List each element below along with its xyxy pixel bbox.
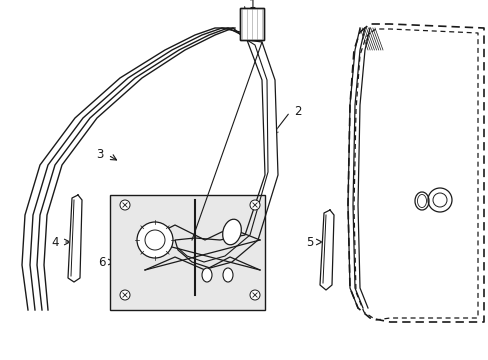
- Polygon shape: [175, 40, 278, 268]
- Ellipse shape: [223, 268, 232, 282]
- Text: 5: 5: [305, 235, 313, 248]
- Circle shape: [249, 200, 260, 210]
- Bar: [240, 8, 264, 40]
- Circle shape: [120, 200, 130, 210]
- Polygon shape: [68, 195, 82, 282]
- Text: 2: 2: [294, 105, 301, 118]
- Circle shape: [120, 290, 130, 300]
- Bar: [240, 8, 264, 40]
- Circle shape: [137, 222, 173, 258]
- Polygon shape: [319, 210, 333, 290]
- Text: 6: 6: [98, 256, 105, 269]
- Circle shape: [249, 290, 260, 300]
- Bar: [110, 195, 264, 310]
- Circle shape: [427, 188, 451, 212]
- Ellipse shape: [202, 268, 212, 282]
- Ellipse shape: [222, 219, 241, 245]
- Text: 3: 3: [96, 148, 103, 162]
- Text: 4: 4: [51, 235, 59, 248]
- Text: 1: 1: [248, 0, 255, 10]
